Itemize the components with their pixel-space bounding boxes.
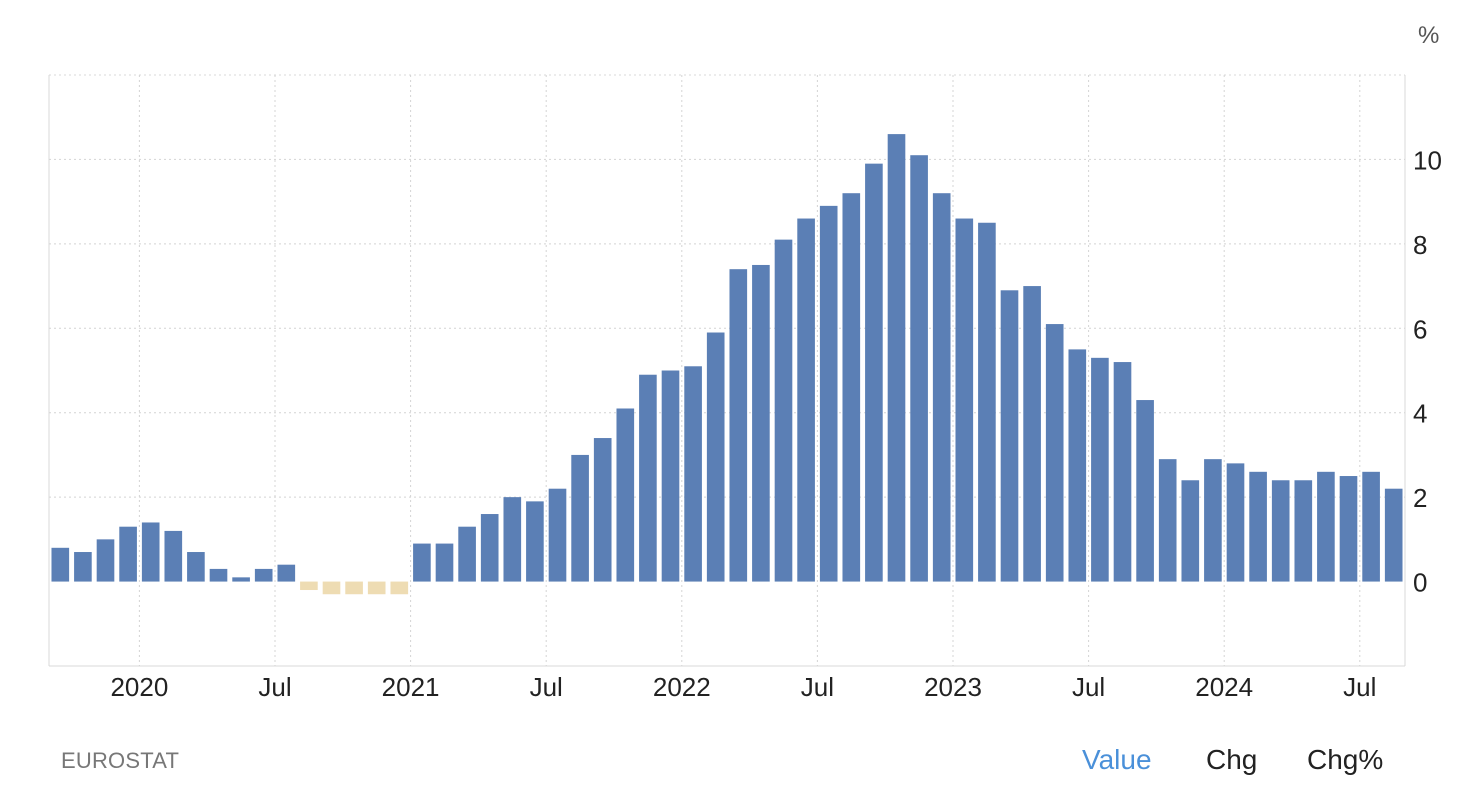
bar[interactable] <box>1204 459 1222 582</box>
bar[interactable] <box>932 193 951 582</box>
bar[interactable] <box>300 581 318 591</box>
bar[interactable] <box>232 577 250 582</box>
y-tick-label: 6 <box>1413 314 1427 344</box>
bar[interactable] <box>819 205 838 582</box>
y-tick-label: 0 <box>1413 568 1427 598</box>
chg-percent-toggle[interactable]: Chg% <box>1307 744 1384 775</box>
unit-label: % <box>1418 22 1440 49</box>
bar[interactable] <box>209 568 228 582</box>
bar[interactable] <box>277 564 296 582</box>
value-toggle[interactable]: Value <box>1082 744 1152 775</box>
x-tick-label: 2024 <box>1195 672 1253 702</box>
bar[interactable] <box>571 454 589 582</box>
x-tick-label: Jul <box>258 672 291 702</box>
bar[interactable] <box>1384 488 1403 582</box>
bar[interactable] <box>390 581 409 595</box>
bar[interactable] <box>458 526 476 582</box>
bar[interactable] <box>1339 476 1358 582</box>
bar[interactable] <box>1226 463 1245 582</box>
bar[interactable] <box>865 163 883 582</box>
bar[interactable] <box>1317 471 1335 582</box>
bar[interactable] <box>480 514 499 582</box>
bar[interactable] <box>254 568 273 582</box>
bar[interactable] <box>548 488 567 582</box>
source-label: EUROSTAT <box>61 748 180 773</box>
bar[interactable] <box>1113 362 1132 582</box>
x-tick-label: 2020 <box>110 672 168 702</box>
x-tick-label: 2022 <box>653 672 711 702</box>
bar[interactable] <box>1068 349 1087 582</box>
bar[interactable] <box>616 408 635 582</box>
bar[interactable] <box>1158 459 1177 582</box>
bar[interactable] <box>187 552 205 582</box>
x-tick-label: Jul <box>1343 672 1376 702</box>
bar[interactable] <box>1091 357 1109 582</box>
view-toggle-group: Value Chg Chg% <box>1060 744 1410 780</box>
bar[interactable] <box>797 218 815 582</box>
bar[interactable] <box>141 522 160 582</box>
bar[interactable] <box>435 543 454 582</box>
bar[interactable] <box>74 552 92 582</box>
bar[interactable] <box>1000 290 1019 582</box>
bar[interactable] <box>503 497 522 582</box>
bar[interactable] <box>661 370 680 582</box>
bar[interactable] <box>51 547 70 582</box>
x-tick-label: 2021 <box>382 672 440 702</box>
bar[interactable] <box>164 530 183 582</box>
bar[interactable] <box>1181 480 1200 582</box>
bar[interactable] <box>639 374 657 582</box>
x-tick-label: Jul <box>1072 672 1105 702</box>
grid-lines <box>48 74 1406 667</box>
x-tick-label: 2023 <box>924 672 982 702</box>
bar[interactable] <box>1294 480 1313 582</box>
bar[interactable] <box>706 332 725 582</box>
chg-toggle[interactable]: Chg <box>1206 744 1258 775</box>
bar[interactable] <box>774 239 793 582</box>
bar[interactable] <box>322 581 341 595</box>
bar[interactable] <box>413 543 431 582</box>
x-tick-label: Jul <box>530 672 563 702</box>
bar[interactable] <box>1271 480 1290 582</box>
bar-series <box>51 134 1403 595</box>
x-tick-label: Jul <box>801 672 834 702</box>
bar[interactable] <box>752 264 770 582</box>
y-axis-ticks: 0 2 4 6 8 10 <box>1413 145 1442 597</box>
bar-chart: 0 2 4 6 8 10 2020 Jul 2021 Jul 2022 Jul 2023 Jul 2024… <box>48 74 1442 702</box>
bar[interactable] <box>96 539 115 582</box>
bar[interactable] <box>1136 400 1154 582</box>
y-tick-label: 10 <box>1413 145 1442 175</box>
bar[interactable] <box>955 218 974 582</box>
bar[interactable] <box>119 526 137 582</box>
bar[interactable] <box>887 134 906 582</box>
x-axis-ticks: 2020 Jul 2021 Jul 2022 Jul 2023 Jul 2024 Jul <box>110 672 1376 702</box>
y-tick-label: 4 <box>1413 399 1427 429</box>
bar[interactable] <box>729 269 748 582</box>
bar[interactable] <box>367 581 386 595</box>
bar[interactable] <box>526 501 544 582</box>
bar[interactable] <box>1023 286 1041 582</box>
bar[interactable] <box>1249 471 1267 582</box>
bar[interactable] <box>910 155 928 582</box>
bar[interactable] <box>1362 471 1380 582</box>
bar[interactable] <box>842 193 861 582</box>
y-tick-label: 8 <box>1413 230 1427 260</box>
bar[interactable] <box>978 222 996 582</box>
bar[interactable] <box>1045 324 1064 582</box>
bar[interactable] <box>593 438 612 582</box>
y-tick-label: 2 <box>1413 483 1427 513</box>
bar[interactable] <box>684 366 702 582</box>
bar[interactable] <box>345 581 363 595</box>
